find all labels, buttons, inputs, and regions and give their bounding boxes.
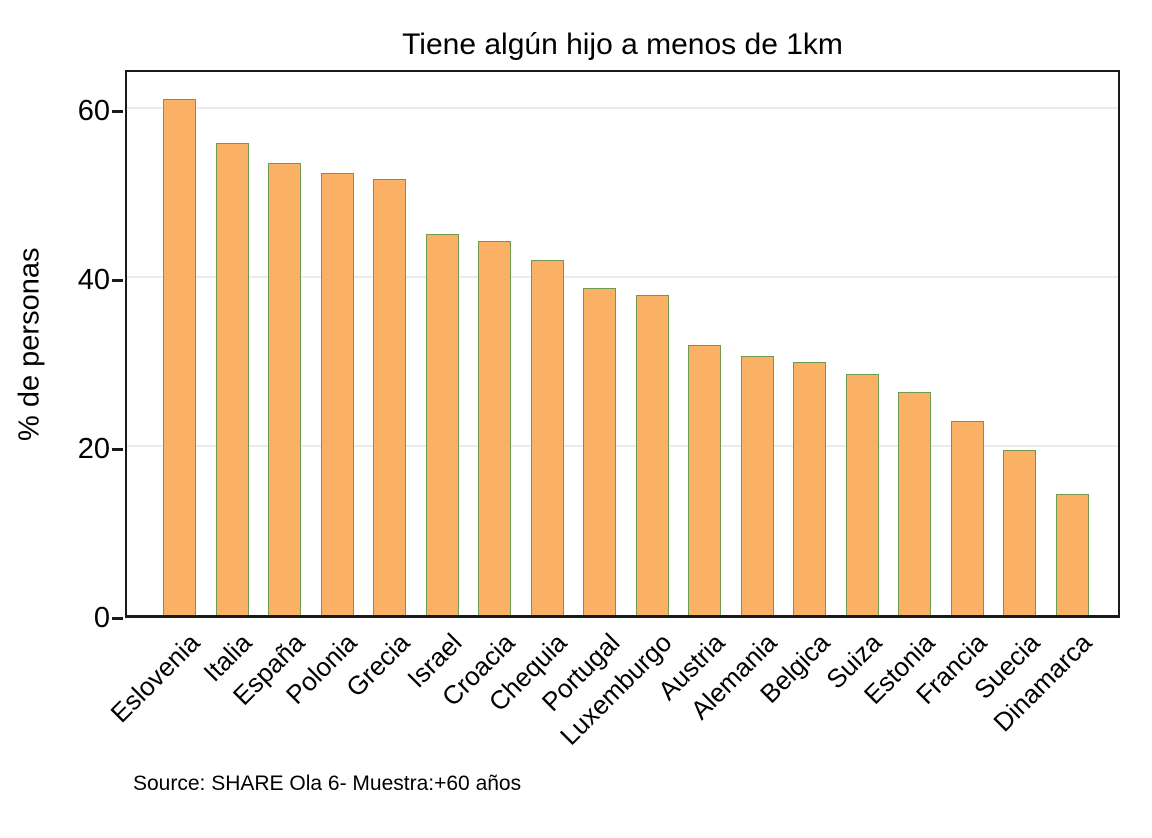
xtick-label-eslovenia: Eslovenia xyxy=(104,627,206,729)
bar-españa xyxy=(268,163,301,615)
chart-title: Tiene algún hijo a menos de 1km xyxy=(402,28,843,61)
y-axis-label: % de personas xyxy=(13,247,46,441)
bar-polonia xyxy=(320,172,354,615)
ytick-label-20: 20 xyxy=(77,433,110,466)
gridline-60 xyxy=(127,107,1118,110)
ytick-mark-20 xyxy=(112,448,123,451)
ytick-mark-40 xyxy=(112,279,123,282)
bar-israel xyxy=(425,234,459,615)
bar-alemania xyxy=(740,355,774,615)
gridline-20 xyxy=(127,445,1118,448)
ytick-mark-0 xyxy=(112,617,123,620)
bar-estonia xyxy=(898,392,931,615)
bar-luxemburgo xyxy=(635,294,669,615)
bar-croacia xyxy=(478,240,511,615)
ytick-label-0: 0 xyxy=(93,602,110,634)
bar-suecia xyxy=(1003,450,1036,615)
bar-chequia xyxy=(530,260,564,615)
bar-grecia xyxy=(373,179,406,615)
bar-francia xyxy=(950,420,984,615)
bar-belgica xyxy=(793,361,826,615)
gridline-40 xyxy=(127,276,1118,279)
bar-suiza xyxy=(845,373,879,615)
ytick-mark-60 xyxy=(112,110,123,113)
bar-italia xyxy=(215,143,249,615)
bar-austria xyxy=(688,344,721,615)
ytick-label-40: 40 xyxy=(77,264,110,297)
plot-area xyxy=(125,70,1120,618)
bar-eslovenia xyxy=(163,99,196,615)
bar-dinamarca xyxy=(1055,494,1089,615)
bar-portugal xyxy=(583,288,616,615)
ytick-label-60: 60 xyxy=(77,95,110,128)
source-note: Source: SHARE Ola 6- Muestra:+60 años xyxy=(133,772,522,795)
